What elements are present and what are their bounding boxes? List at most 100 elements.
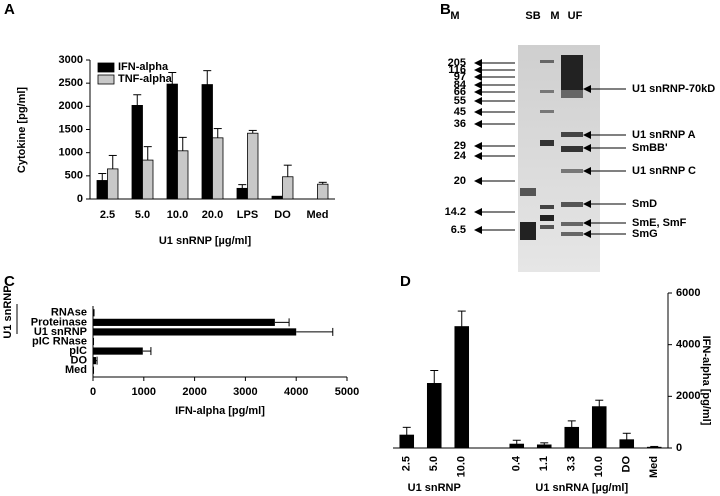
x-tick-label: 0.4 [511, 455, 523, 471]
marker-label: 24 [454, 150, 467, 162]
x-tick-label: 2000 [182, 386, 206, 398]
marker-label: 29 [454, 140, 466, 152]
x-tick-label: 3000 [233, 386, 257, 398]
x-tick-label: 2.5 [401, 456, 413, 471]
bar [646, 446, 662, 449]
y-tick-label: 1500 [59, 123, 83, 135]
marker-label: 66 [454, 86, 466, 98]
bar [399, 434, 415, 449]
bar [236, 187, 248, 200]
bar [177, 150, 189, 200]
panel-label: A [4, 1, 15, 18]
x-tick-label: LPS [237, 209, 258, 221]
y-tick-label: 2000 [59, 100, 83, 112]
y-tick-label: Proteinase [31, 316, 87, 328]
bar [93, 366, 95, 374]
legend-swatch [97, 62, 115, 73]
marker-label: 14.2 [445, 206, 466, 218]
y-tick-label: DO [71, 355, 88, 367]
bar [201, 84, 213, 200]
x-tick-label: Med [648, 456, 660, 478]
bar [212, 137, 224, 200]
bar [96, 180, 108, 200]
panel-label: C [4, 273, 15, 290]
lane-label: M [450, 10, 459, 22]
bar [93, 337, 95, 346]
band-label: U1 snRNP C [632, 165, 696, 177]
marker-label: 116 [448, 64, 466, 76]
bar [93, 309, 95, 317]
marker-label: 6.5 [451, 224, 466, 236]
x-tick-label: 20.0 [202, 209, 223, 221]
x-tick-label: 3.3 [566, 456, 578, 471]
band-label: SmD [632, 198, 657, 210]
x-tick-label: 5000 [335, 386, 359, 398]
bar [107, 168, 119, 200]
y-tick-label: 3000 [59, 54, 83, 66]
panel-label: D [400, 273, 411, 290]
x-tick-label: 5.0 [428, 456, 440, 471]
legend-label: TNF-alpha [118, 73, 173, 85]
y-tick-label: 6000 [676, 287, 700, 299]
bar [564, 426, 580, 449]
x-tick-label: 1000 [132, 386, 156, 398]
bar [247, 132, 259, 200]
group-label: U1 snRNP [408, 482, 461, 494]
legend-label: IFN-alpha [118, 61, 169, 73]
lane-label: M [550, 10, 559, 22]
marker-label: 20 [454, 175, 466, 187]
band-label: SmG [632, 228, 658, 240]
x-tick-label: DO [621, 456, 633, 473]
x-axis-label: U1 snRNP [µg/ml] [159, 235, 252, 247]
y-tick-label: 4000 [676, 339, 700, 351]
y-tick-label: pIC RNase [32, 335, 87, 347]
y-tick-label: 0 [676, 442, 682, 454]
group-label: U1 snRNA [µg/ml] [535, 482, 628, 494]
x-tick-label: 2.5 [100, 209, 115, 221]
marker-label: 36 [454, 118, 466, 130]
bar [93, 347, 143, 355]
band-label: U1 snRNP A [632, 129, 696, 141]
x-tick-label: 5.0 [135, 209, 150, 221]
y-tick-label: RNAse [51, 307, 87, 319]
bar [426, 383, 442, 449]
x-tick-label: 10.0 [593, 456, 605, 477]
bar [591, 406, 607, 449]
bar [271, 195, 283, 200]
x-tick-label: 0 [90, 386, 96, 398]
x-axis-label: IFN-alpha [pg/ml] [175, 405, 265, 417]
bar [536, 444, 552, 449]
band-label: SmE, SmF [632, 217, 687, 229]
marker-label: 97 [454, 71, 466, 83]
y-tick-label: U1 snRNP [34, 326, 87, 338]
legend-swatch [97, 74, 115, 85]
y-tick-label: pIC [69, 345, 87, 357]
marker-label: 205 [448, 57, 466, 69]
bar [142, 159, 154, 200]
bar [282, 176, 294, 200]
x-tick-label: Med [307, 209, 329, 221]
panel-label: B [440, 1, 451, 18]
bar [93, 318, 275, 326]
x-tick-label: 1.1 [538, 456, 550, 471]
bar [166, 83, 178, 200]
x-tick-label: 4000 [284, 386, 308, 398]
marker-label: 84 [454, 79, 467, 91]
marker-label: 45 [454, 106, 466, 118]
gel-bands [520, 55, 583, 240]
bar [454, 326, 470, 449]
lane-label: UF [568, 10, 583, 22]
x-tick-label: DO [274, 209, 291, 221]
y-tick-label: Med [65, 364, 87, 376]
lane-label: SB [525, 10, 540, 22]
y-tick-label: 500 [65, 170, 83, 182]
x-tick-label: 10.0 [456, 456, 468, 477]
band-label: U1 snRNP-70kD [632, 83, 715, 95]
bar [93, 328, 297, 336]
y-tick-label: 2500 [59, 77, 83, 89]
bar [509, 443, 525, 449]
bar [317, 183, 329, 200]
y-tick-label: 0 [77, 193, 83, 205]
y-axis-label: Cytokine [pg/ml] [16, 87, 28, 174]
